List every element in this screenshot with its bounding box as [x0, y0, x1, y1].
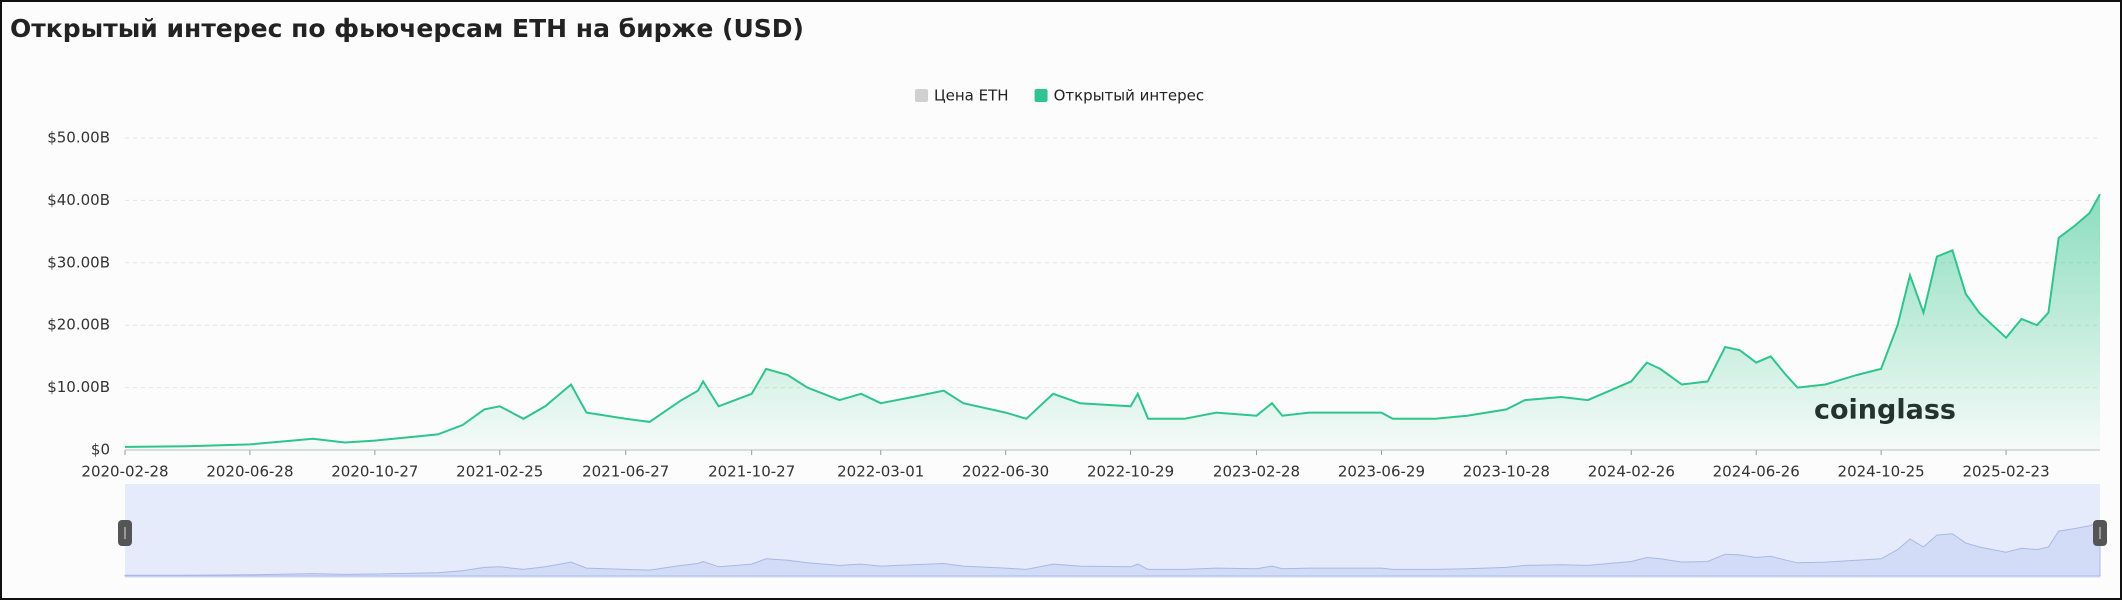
y-tick-label: $40.00B	[47, 191, 110, 209]
x-tick-label: 2022-03-01	[837, 463, 924, 481]
chart-title: Открытый интерес по фьючерсам ETH на бир…	[10, 14, 804, 43]
area	[125, 194, 2100, 450]
x-tick-label: 2021-10-27	[708, 463, 795, 481]
x-tick-label: 2021-06-27	[582, 463, 669, 481]
x-tick-label: 2023-06-29	[1338, 463, 1425, 481]
legend-label[interactable]: Открытый интерес	[1054, 87, 1205, 105]
x-tick-label: 2020-10-27	[331, 463, 418, 481]
x-tick-label: 2020-06-28	[206, 463, 293, 481]
y-tick-label: $20.00B	[47, 316, 110, 334]
x-tick-label: 2024-06-26	[1713, 463, 1800, 481]
x-tick-label: 2024-10-25	[1838, 463, 1925, 481]
x-tick-label: 2020-02-28	[81, 463, 168, 481]
x-tick-label: 2022-10-29	[1087, 463, 1174, 481]
x-tick-label: 2022-06-30	[962, 463, 1049, 481]
x-tick-label: 2025-02-23	[1962, 463, 2049, 481]
y-tick-label: $0	[91, 441, 110, 459]
y-tick-label: $10.00B	[47, 378, 110, 396]
navigator-area	[124, 521, 2101, 577]
x-tick-label: 2021-02-25	[456, 463, 543, 481]
y-tick-label: $30.00B	[47, 253, 110, 271]
y-tick-label: $50.00B	[47, 129, 110, 147]
x-tick-label: 2023-10-28	[1463, 463, 1550, 481]
x-tick-label: 2024-02-26	[1588, 463, 1675, 481]
legend-swatch[interactable]	[1034, 89, 1048, 102]
line	[124, 193, 2101, 448]
legend-swatch[interactable]	[915, 89, 928, 102]
legend-label[interactable]: Цена ETH	[934, 87, 1009, 105]
x-tick-label: 2023-02-28	[1213, 463, 1300, 481]
